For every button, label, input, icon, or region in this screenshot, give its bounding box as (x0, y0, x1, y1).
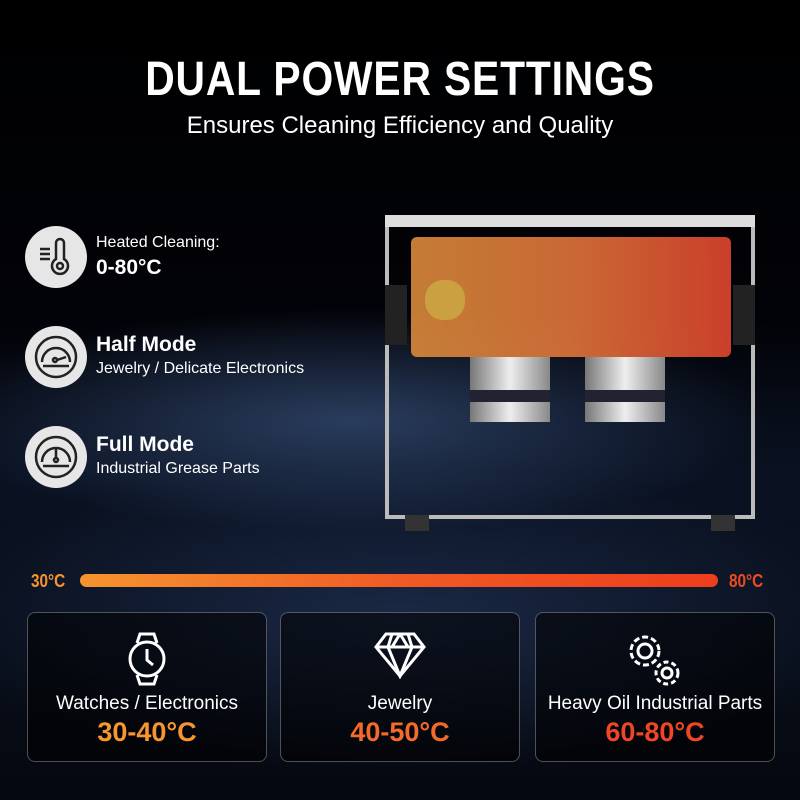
card-label: Jewelry (367, 693, 433, 714)
temperature-gradient-bar (80, 574, 718, 587)
card-label: Heavy Oil Industrial Parts (547, 693, 763, 714)
diamond-icon (374, 632, 426, 679)
card-watches: Watches / Electronics 30-40°C (27, 612, 267, 762)
watch-icon (128, 632, 166, 686)
temp-max-label: 80°C (729, 571, 764, 591)
ultrasonic-cleaner-image (385, 215, 755, 531)
temp-min-label: 30°C (31, 571, 66, 591)
card-jewelry: Jewelry 40-50°C (280, 612, 520, 762)
card-temp-range: 30-40°C (97, 717, 197, 747)
page-title: DUAL POWER SETTINGS (145, 53, 655, 106)
card-label: Watches / Electronics (56, 693, 238, 714)
half-mode-title: Half Mode (96, 333, 197, 356)
full-mode-desc: Industrial Grease Parts (96, 460, 260, 477)
gears-icon (629, 635, 680, 686)
card-temp-range: 40-50°C (350, 717, 450, 747)
thermometer-icon (25, 226, 87, 288)
half-mode-desc: Jewelry / Delicate Electronics (96, 360, 305, 377)
gauge-half-icon (25, 326, 87, 388)
card-industrial: Heavy Oil Industrial Parts 60-80°C (535, 612, 775, 762)
heated-cleaning-label: Heated Cleaning: (96, 234, 220, 251)
card-temp-range: 60-80°C (605, 717, 705, 747)
page-subtitle: Ensures Cleaning Efficiency and Quality (186, 112, 614, 139)
full-mode-title: Full Mode (96, 433, 194, 456)
gauge-full-icon (25, 426, 87, 488)
heated-cleaning-value: 0-80°C (96, 256, 162, 279)
